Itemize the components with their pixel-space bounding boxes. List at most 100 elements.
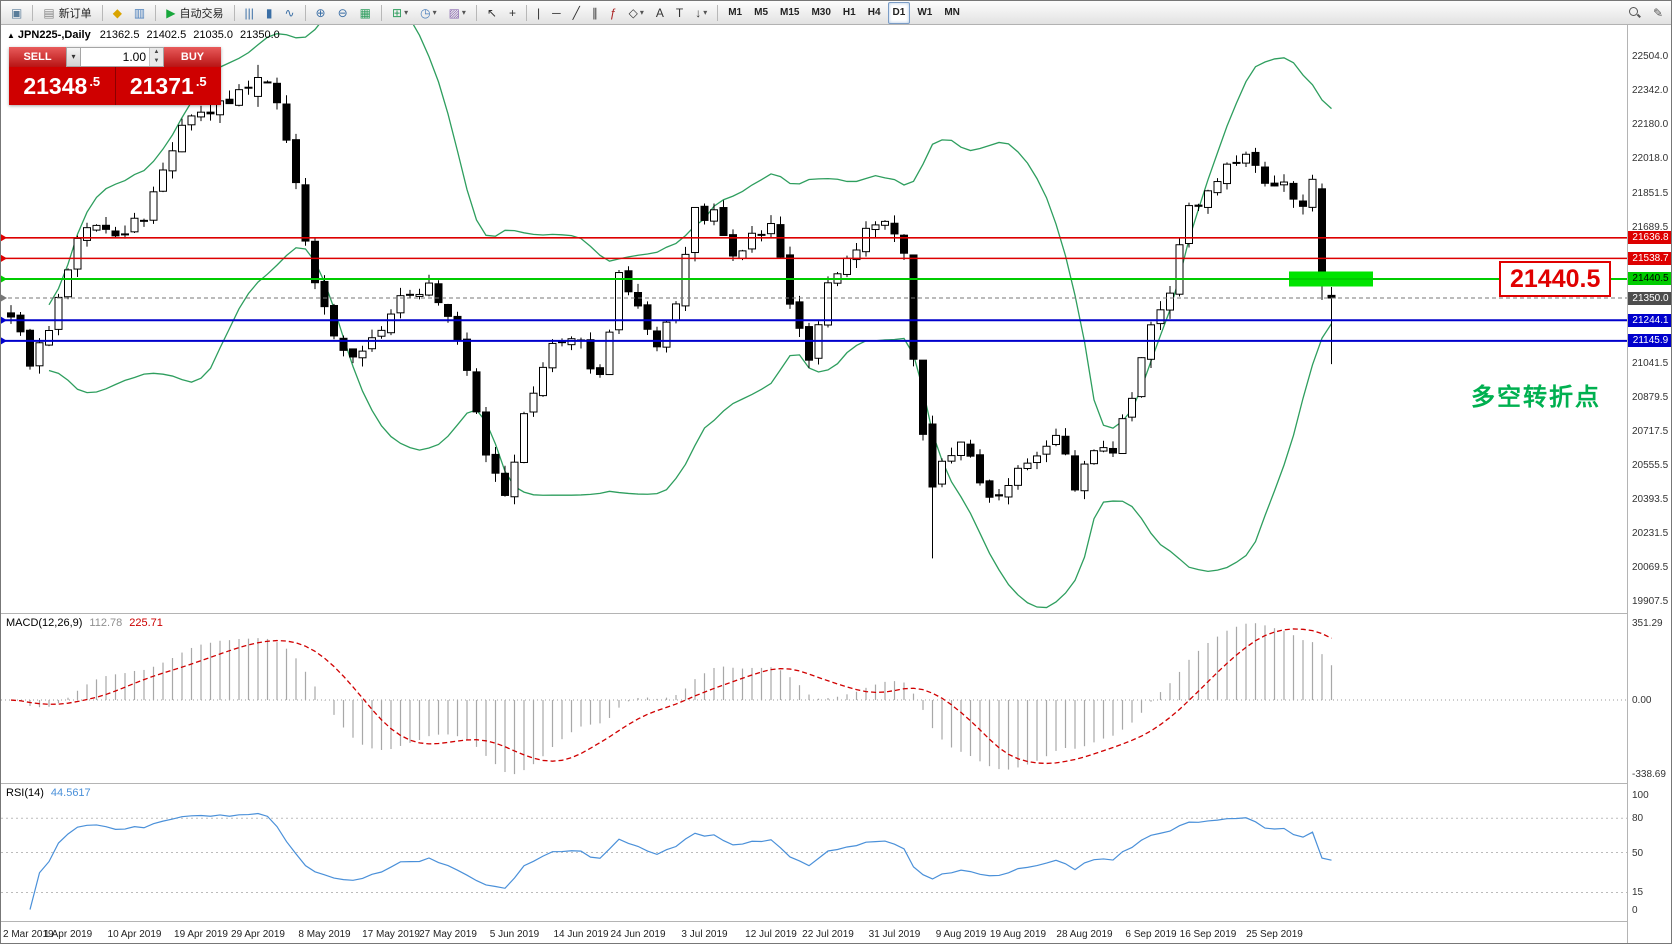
candle-body (377, 329, 386, 337)
sell-price-main: 21348 (23, 72, 88, 99)
candle-body (890, 222, 899, 235)
crosshair-button[interactable]: + (504, 2, 521, 24)
market-watch-button[interactable]: ▥ (129, 2, 150, 24)
candle-body (1080, 463, 1089, 492)
candle-body (985, 480, 994, 498)
horizontal-line-button[interactable]: ─ (547, 2, 566, 24)
buy-button[interactable]: BUY (164, 47, 221, 67)
price-scale-label: 22342.0 (1632, 84, 1669, 96)
price-badge: 21440.5 (1628, 272, 1671, 286)
timeframe-m30-button[interactable]: M30 (811, 7, 831, 18)
sell-button[interactable]: SELL (9, 47, 66, 67)
spinner-down-icon[interactable]: ▼ (150, 57, 163, 66)
candle-body (653, 330, 661, 348)
candle-body (1156, 309, 1165, 325)
timeframe-d1-button[interactable]: D1 (887, 1, 911, 24)
open-value: 21362.5 (99, 29, 140, 41)
zoom-out-button[interactable]: ⊖ (333, 2, 353, 24)
date-label: 10 Apr 2019 (107, 929, 162, 940)
volume-field[interactable]: 1.00 ▲ ▼ (81, 47, 164, 67)
candle-body (140, 219, 148, 222)
channel-button[interactable]: ∥ (587, 2, 603, 24)
main-chart-pane[interactable] (1, 25, 1627, 613)
candle-body (938, 460, 946, 485)
price-scale[interactable]: 22504.0 22342.0 22180.0 22018.0 21851.5 21689… (1627, 25, 1671, 943)
text-button[interactable]: A (651, 2, 669, 24)
time-axis[interactable]: 2 Mar 2019 1 Apr 2019 10 Apr 2019 19 Apr 20… (1, 922, 1627, 943)
candle-body (1042, 445, 1051, 455)
toolbar-separator (101, 4, 103, 21)
autotrading-button-label: 自动交易 (179, 7, 224, 20)
text-label-button[interactable]: T (671, 2, 688, 24)
candle-body (244, 86, 253, 89)
rsi-scale-label: 0 (1632, 904, 1638, 916)
candle-body (45, 330, 53, 346)
sell-price[interactable]: 21348.5 (9, 67, 115, 105)
price-scale-label: 19907.5 (1632, 595, 1669, 607)
timeframe-h4-button[interactable]: H4 (867, 7, 881, 18)
candle-body (263, 81, 272, 84)
line-marker-icon (1, 316, 7, 324)
new-order-button[interactable]: ▤ 新订单 (38, 2, 96, 24)
fibonacci-button[interactable]: ƒ (605, 2, 622, 24)
pane-separator[interactable] (1, 921, 1671, 922)
pane-separator[interactable] (1, 783, 1671, 784)
new-order-icon: ▤ (43, 5, 55, 20)
metaquotes-button[interactable]: ◆ (108, 2, 127, 24)
candle-body (1289, 182, 1298, 200)
arrows-button[interactable]: ↓ ▾ (690, 2, 712, 24)
line-chart-type-button[interactable]: ∿ (279, 2, 299, 24)
bar-chart-type-button[interactable]: ||| (240, 2, 259, 24)
price-scale-label: 21041.5 (1632, 357, 1669, 369)
timeframe-m5-button[interactable]: M5 (754, 7, 769, 18)
buy-price[interactable]: 21371.5 (114, 67, 222, 105)
tile-windows-button[interactable]: ▦ (355, 2, 376, 24)
candle-body (1061, 435, 1070, 455)
timeframe-m15-button[interactable]: M15 (780, 7, 800, 18)
candle-body (1052, 434, 1060, 445)
indicators-button[interactable]: ⊞ ▾ (387, 2, 413, 24)
rsi-pane[interactable] (1, 784, 1627, 921)
candle-body (795, 301, 804, 329)
macd-pane[interactable] (1, 614, 1627, 783)
timeframe-h1-button[interactable]: H1 (842, 7, 856, 18)
candle-body (1166, 292, 1174, 311)
expander-icon[interactable]: ▲ (7, 31, 15, 40)
buy-price-main: 21371 (129, 72, 194, 99)
terminal-icon-button[interactable]: ▣ (6, 2, 27, 24)
candle-body (111, 230, 120, 237)
templates-button[interactable]: ▨ ▾ (444, 2, 471, 24)
candle-body (16, 314, 25, 333)
search-button[interactable] (1623, 2, 1646, 24)
toolbar-separator (717, 4, 719, 21)
trendline-button[interactable]: ╱ (568, 2, 585, 24)
toolbar-separator (381, 4, 382, 21)
timeframe-w1-button[interactable]: W1 (917, 7, 933, 18)
vertical-line-button[interactable]: | (532, 2, 545, 24)
caret-down-icon: ▾ (432, 8, 437, 17)
autotrading-button[interactable]: ▶ 自动交易 (161, 2, 228, 24)
candle-body (168, 150, 177, 172)
candle-body (700, 205, 709, 221)
periods-button[interactable]: ◷ ▾ (415, 2, 442, 24)
shapes-button[interactable]: ◇ ▾ (624, 2, 649, 24)
timeframe-m1-button[interactable]: M1 (728, 7, 743, 18)
candle-body (900, 234, 908, 254)
horizontal-line-icon: ─ (552, 5, 561, 20)
pane-separator[interactable] (1, 613, 1671, 614)
price-scale-label: 20879.5 (1632, 391, 1669, 403)
spinner-up-icon[interactable]: ▲ (150, 48, 163, 57)
caret-down-icon: ▾ (639, 8, 644, 17)
symbol-period-label: JPN225-,Daily (17, 29, 91, 41)
pencil-icon: ✎ (1652, 5, 1663, 20)
candle-body (1213, 181, 1222, 194)
timeframe-mn-button[interactable]: MN (944, 7, 960, 18)
candle-body (396, 295, 405, 314)
candle-chart-type-button[interactable]: ▮ (261, 2, 278, 24)
edit-button[interactable]: ✎ (1648, 2, 1668, 24)
cursor-button[interactable]: ↖ (482, 2, 502, 24)
shapes-icon: ◇ (628, 5, 638, 20)
trade-options-dropdown[interactable]: ▾ (66, 47, 81, 67)
zoom-in-button[interactable]: ⊕ (311, 2, 331, 24)
text-icon: A (655, 5, 664, 20)
